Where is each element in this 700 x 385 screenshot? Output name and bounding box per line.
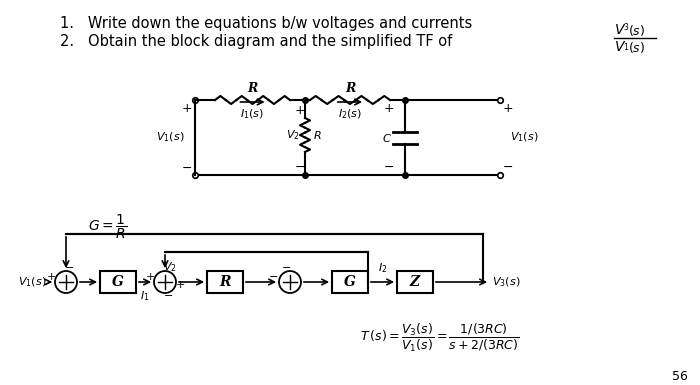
Text: 1.   Write down the equations b/w voltages and currents: 1. Write down the equations b/w voltages…: [60, 16, 473, 31]
Text: −: −: [64, 263, 74, 273]
Text: −: −: [282, 263, 291, 273]
Text: +: +: [175, 280, 185, 290]
Text: $\mathit{V}$: $\mathit{V}$: [614, 40, 626, 54]
Text: $\mathit{(s)}$: $\mathit{(s)}$: [628, 40, 645, 55]
Text: $\mathit{V}_1(s)$: $\mathit{V}_1(s)$: [510, 131, 538, 144]
Text: G: G: [344, 275, 356, 289]
Text: R: R: [345, 82, 355, 94]
Text: −: −: [384, 161, 394, 174]
Bar: [332, 271, 368, 293]
Text: $\mathit{V}_3(s)$: $\mathit{V}_3(s)$: [492, 275, 520, 289]
Text: $R$: $R$: [313, 129, 322, 141]
Text: $\mathit{I}_2(s)$: $\mathit{I}_2(s)$: [338, 107, 362, 121]
Bar: [207, 271, 243, 293]
Text: $\mathit{V}_1(s)$: $\mathit{V}_1(s)$: [18, 275, 46, 289]
Text: $\mathit{V}_1(s)$: $\mathit{V}_1(s)$: [156, 131, 184, 144]
Text: R: R: [247, 82, 258, 94]
Text: $T\,(s) = \dfrac{V_3(s)}{V_1(s)} = \dfrac{1/(3RC)}{s + 2/(3RC)}$: $T\,(s) = \dfrac{V_3(s)}{V_1(s)} = \dfra…: [360, 322, 519, 354]
Text: −: −: [270, 271, 279, 281]
Text: $\mathit{I}_2$: $\mathit{I}_2$: [378, 261, 387, 275]
Text: $C$: $C$: [382, 132, 392, 144]
Text: 56: 56: [672, 370, 688, 383]
Text: +: +: [503, 102, 513, 114]
Text: $_1$: $_1$: [623, 42, 629, 54]
Text: $\mathit{(s)}$: $\mathit{(s)}$: [628, 22, 645, 37]
Text: +: +: [146, 271, 155, 281]
Text: 2.   Obtain the block diagram and the simplified TF of: 2. Obtain the block diagram and the simp…: [60, 34, 452, 49]
Text: −: −: [164, 291, 173, 301]
Text: +: +: [182, 102, 192, 114]
Text: +: +: [384, 102, 394, 114]
Text: −: −: [182, 161, 192, 174]
Text: $V_2$: $V_2$: [286, 128, 300, 142]
Text: $\mathit{V}_2$: $\mathit{V}_2$: [163, 260, 177, 274]
Text: $\mathit{V}$: $\mathit{V}$: [614, 23, 626, 37]
Text: G: G: [112, 275, 124, 289]
Text: −: −: [295, 161, 305, 174]
Text: +: +: [46, 271, 56, 281]
Bar: [100, 271, 136, 293]
Text: $_3$: $_3$: [623, 22, 629, 34]
Text: +: +: [295, 104, 305, 117]
Text: Z: Z: [410, 275, 420, 289]
Text: R: R: [219, 275, 231, 289]
Text: $G = \dfrac{1}{R}$: $G = \dfrac{1}{R}$: [88, 213, 127, 241]
Text: $\mathit{I}_1(s)$: $\mathit{I}_1(s)$: [240, 107, 265, 121]
Text: −: −: [503, 161, 513, 174]
Text: $\mathit{I}_1$: $\mathit{I}_1$: [140, 289, 150, 303]
Bar: [397, 271, 433, 293]
